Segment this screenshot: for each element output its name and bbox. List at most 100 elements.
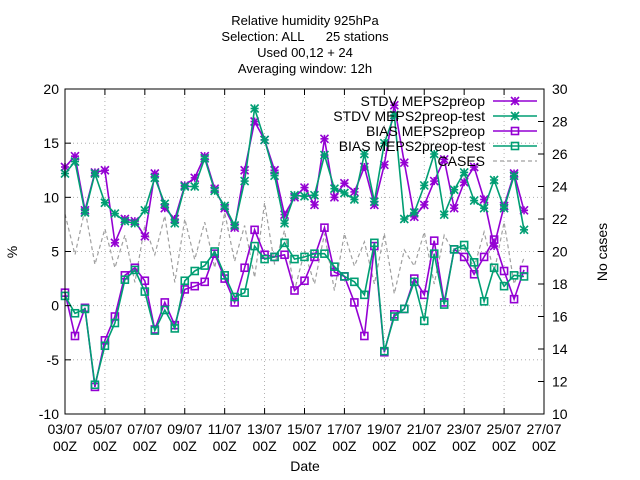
data-point — [390, 312, 399, 321]
marker-stroke — [479, 203, 489, 213]
marker-stroke — [220, 201, 230, 211]
marker-stroke — [299, 191, 310, 201]
marker-stroke — [469, 196, 479, 206]
marker-stroke — [409, 207, 419, 218]
data-point — [449, 203, 459, 213]
data-point — [519, 205, 529, 215]
x-tick-label-date: 07/07 — [127, 421, 162, 437]
y2-tick-label: 24 — [552, 179, 568, 195]
data-point — [409, 207, 419, 218]
data-point — [299, 183, 310, 193]
series-line — [64, 241, 525, 385]
data-point — [329, 184, 340, 194]
data-point — [319, 150, 330, 160]
data-point — [330, 262, 339, 271]
data-point — [200, 153, 210, 163]
data-point — [399, 304, 409, 314]
marker-stroke — [489, 175, 499, 185]
y2-tick-label: 14 — [552, 341, 568, 357]
legend-label: BIAS MEPS2preop-test — [339, 138, 485, 154]
data-point — [320, 249, 329, 258]
data-point — [479, 297, 489, 306]
data-point — [369, 197, 379, 207]
data-point — [389, 110, 399, 120]
data-point — [429, 236, 439, 245]
marker-stroke — [230, 220, 240, 231]
marker-stroke — [140, 205, 150, 215]
data-point — [469, 162, 479, 172]
data-point — [339, 178, 349, 188]
title-line-3: Used 00,12 + 24 — [257, 45, 353, 60]
data-point — [100, 198, 110, 208]
y2-tick-label: 22 — [552, 211, 568, 227]
y2-tick-label: 28 — [552, 114, 568, 130]
data-point — [449, 185, 459, 195]
data-point — [319, 134, 330, 144]
x-axis-label: Date — [290, 458, 320, 474]
data-point — [399, 158, 409, 168]
data-point — [290, 254, 299, 264]
marker-stroke — [429, 176, 439, 186]
chart-title: Relative humidity 925hPa Selection: ALL … — [221, 13, 389, 76]
y2-tick-label: 16 — [552, 309, 568, 325]
data-point — [90, 168, 100, 179]
marker-stroke — [419, 180, 429, 190]
data-point — [479, 203, 489, 213]
marker-stroke — [160, 199, 170, 209]
data-point — [200, 277, 210, 287]
y2-tick-label: 10 — [552, 406, 568, 422]
marker-stroke — [319, 150, 330, 160]
y2-tick-label: 20 — [552, 244, 568, 260]
marker-stroke — [509, 171, 519, 181]
data-point — [110, 238, 120, 248]
data-point — [220, 271, 229, 280]
series-stdv-meps2preop-test — [60, 103, 529, 235]
marker-stroke — [90, 168, 100, 179]
y-tick-label: 15 — [43, 135, 59, 151]
marker-stroke — [110, 238, 120, 248]
data-point — [240, 165, 250, 175]
data-point — [140, 276, 150, 286]
legend-swatch-marker — [510, 126, 520, 136]
data-point — [230, 220, 240, 231]
marker-stroke — [100, 165, 110, 175]
data-point — [309, 200, 320, 210]
x-tick-label-date: 03/07 — [47, 421, 82, 437]
data-point — [279, 218, 290, 228]
data-point — [329, 192, 340, 202]
x-tick-label-hour: 00Z — [93, 438, 118, 454]
data-point — [130, 265, 140, 275]
x-tick-label-hour: 00Z — [253, 438, 278, 454]
marker-stroke — [210, 186, 220, 196]
x-tick-label-date: 21/07 — [407, 421, 442, 437]
marker-stroke — [389, 110, 399, 120]
data-point — [330, 267, 339, 277]
legend-swatch-marker — [510, 111, 520, 121]
legend-swatch-marker — [510, 96, 520, 106]
marker-stroke — [379, 138, 389, 148]
data-point — [140, 205, 150, 215]
marker-stroke — [399, 214, 409, 224]
x-tick-label-hour: 00Z — [452, 438, 477, 454]
marker-stroke — [140, 231, 150, 241]
data-point — [509, 271, 519, 280]
data-point — [210, 186, 220, 196]
data-point — [439, 154, 449, 164]
data-point — [519, 272, 529, 281]
x-tick-label-hour: 00Z — [292, 438, 317, 454]
data-point — [350, 298, 359, 307]
data-point — [499, 266, 509, 276]
y2-tick-label: 30 — [552, 81, 568, 97]
data-point — [190, 266, 200, 276]
x-tick-label-hour: 00Z — [133, 438, 158, 454]
y2-axis-label: No cases — [594, 223, 610, 281]
data-point — [459, 252, 469, 262]
x-tick-label-date: 25/07 — [487, 421, 522, 437]
data-point — [200, 261, 210, 270]
x-tick-label-date: 17/07 — [327, 421, 362, 437]
data-point — [299, 191, 310, 201]
marker-stroke — [240, 176, 250, 186]
data-point — [70, 331, 80, 341]
y-tick-label: -10 — [39, 406, 59, 422]
